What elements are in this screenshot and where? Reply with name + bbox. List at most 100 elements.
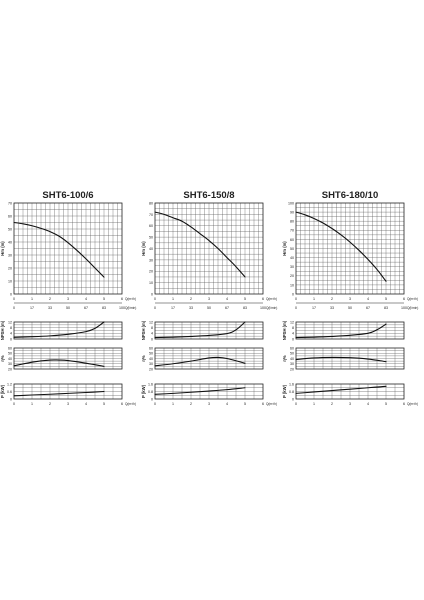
head-frame <box>13 202 123 295</box>
y-tick-label: 0 <box>151 337 153 341</box>
x-tick-label-bottom: 5 <box>244 402 246 406</box>
y-tick-label: 60 <box>149 224 153 228</box>
y-tick-label: 0 <box>10 397 12 401</box>
x-tick-label-bottom: 6 <box>121 402 123 406</box>
npsh-frame <box>295 321 405 340</box>
x-tick-label-bottom: 2 <box>49 402 51 406</box>
efficiency-frame <box>154 347 264 370</box>
y-tick-label: 20 <box>8 266 12 270</box>
y-tick-label: 0.6 <box>7 390 12 394</box>
power-panel: 0 0.8 1.6P (kW) <box>141 382 264 401</box>
npsh-y-axis-label: NPSH (m) <box>0 320 5 340</box>
power-panel: 0 0.8 1.6P (kW) <box>282 382 405 401</box>
x-tick-label-bottom: 0 <box>13 402 15 406</box>
y-tick-label: 30 <box>149 258 153 262</box>
chart-title: SHT6-100/6 <box>42 190 93 201</box>
y-tick-label: 60 <box>149 346 153 350</box>
x-tick-label-lmin: 100 <box>260 306 266 310</box>
x-tick-label-lmin: 50 <box>66 306 70 310</box>
efficiency-frame <box>295 347 405 370</box>
x-tick-label-lmin: 17 <box>171 306 175 310</box>
x-tick-label-m3h: 4 <box>226 297 228 301</box>
chart-title: SHT6-150/8 <box>183 190 234 201</box>
y-tick-label: 30 <box>8 253 12 257</box>
power-y-axis-label: P (kW) <box>282 384 287 398</box>
x-unit-bottom: Q(m³/h) <box>407 402 418 406</box>
y-tick-label: 0 <box>292 337 294 341</box>
x-tick-label-bottom: 5 <box>103 402 105 406</box>
x-tick-label-lmin: 83 <box>384 306 388 310</box>
y-tick-label: 50 <box>290 352 294 356</box>
power-y-axis-label: P (kW) <box>0 384 5 398</box>
x-unit-bottom: Q(m³/h) <box>125 402 136 406</box>
npsh-curve <box>154 321 246 339</box>
x-unit-lmin: Q(l/min) <box>125 306 136 310</box>
x-tick-label-bottom: 5 <box>385 402 387 406</box>
y-tick-label: 30 <box>149 362 153 366</box>
y-tick-label: 80 <box>290 220 294 224</box>
x-tick-label-lmin: 67 <box>84 306 88 310</box>
head-frame <box>154 202 264 295</box>
x-tick-label-m3h: 0 <box>13 297 15 301</box>
power-frame <box>13 383 123 400</box>
y-tick-label: 90 <box>290 211 294 215</box>
x-tick-label-m3h: 5 <box>385 297 387 301</box>
x-tick-label-m3h: 3 <box>208 297 210 301</box>
y-tick-label: 50 <box>149 352 153 356</box>
y-tick-label: 0 <box>10 337 12 341</box>
x-tick-label-m3h: 0 <box>295 297 297 301</box>
y-tick-label: 40 <box>8 240 12 244</box>
x-tick-label-bottom: 4 <box>226 402 228 406</box>
y-tick-label: 80 <box>149 201 153 205</box>
y-tick-label: 0.8 <box>148 390 153 394</box>
x-tick-label-bottom: 6 <box>403 402 405 406</box>
x-unit-m3h: Q(m³/h) <box>125 297 136 301</box>
y-tick-label: 70 <box>149 213 153 217</box>
x-tick-label-m3h: 5 <box>244 297 246 301</box>
x-tick-label-bottom: 0 <box>295 402 297 406</box>
head-y-axis-label: Hm (m) <box>0 241 5 256</box>
x-tick-label-bottom: 1 <box>172 402 174 406</box>
y-tick-label: 100 <box>288 201 294 205</box>
y-tick-label: 30 <box>290 265 294 269</box>
y-tick-label: 40 <box>149 247 153 251</box>
y-tick-label: 12 <box>8 320 12 324</box>
x-tick-label-lmin: 0 <box>154 306 156 310</box>
y-tick-label: 10 <box>290 283 294 287</box>
head-frame <box>295 202 405 295</box>
y-tick-label: 50 <box>8 352 12 356</box>
y-tick-label: 4 <box>151 332 153 336</box>
x-tick-label-m3h: 2 <box>331 297 333 301</box>
y-tick-label: 8 <box>151 326 153 330</box>
x-tick-label-bottom: 3 <box>208 402 210 406</box>
efficiency-y-axis-label: η% <box>282 355 287 362</box>
x-tick-label-m3h: 6 <box>262 297 264 301</box>
y-tick-label: 40 <box>290 256 294 260</box>
head-curve <box>154 211 246 278</box>
x-tick-label-bottom: 2 <box>190 402 192 406</box>
x-unit-m3h: Q(m³/h) <box>407 297 418 301</box>
y-tick-label: 60 <box>290 346 294 350</box>
y-tick-label: 0.8 <box>289 390 294 394</box>
x-tick-label-lmin: 17 <box>312 306 316 310</box>
head-curve <box>13 221 105 278</box>
y-tick-label: 70 <box>8 201 12 205</box>
x-tick-label-bottom: 4 <box>367 402 369 406</box>
x-tick-label-lmin: 100 <box>119 306 125 310</box>
y-tick-label: 20 <box>8 367 12 371</box>
x-tick-label-m3h: 3 <box>349 297 351 301</box>
x-tick-label-m3h: 3 <box>67 297 69 301</box>
head-curve <box>295 211 387 282</box>
x-tick-label-m3h: 1 <box>31 297 33 301</box>
efficiency-curve <box>13 359 105 367</box>
power-curve <box>154 387 246 395</box>
x-tick-label-bottom: 0 <box>154 402 156 406</box>
npsh-curve <box>13 321 105 338</box>
x-tick-label-lmin: 50 <box>348 306 352 310</box>
x-tick-label-m3h: 4 <box>367 297 369 301</box>
